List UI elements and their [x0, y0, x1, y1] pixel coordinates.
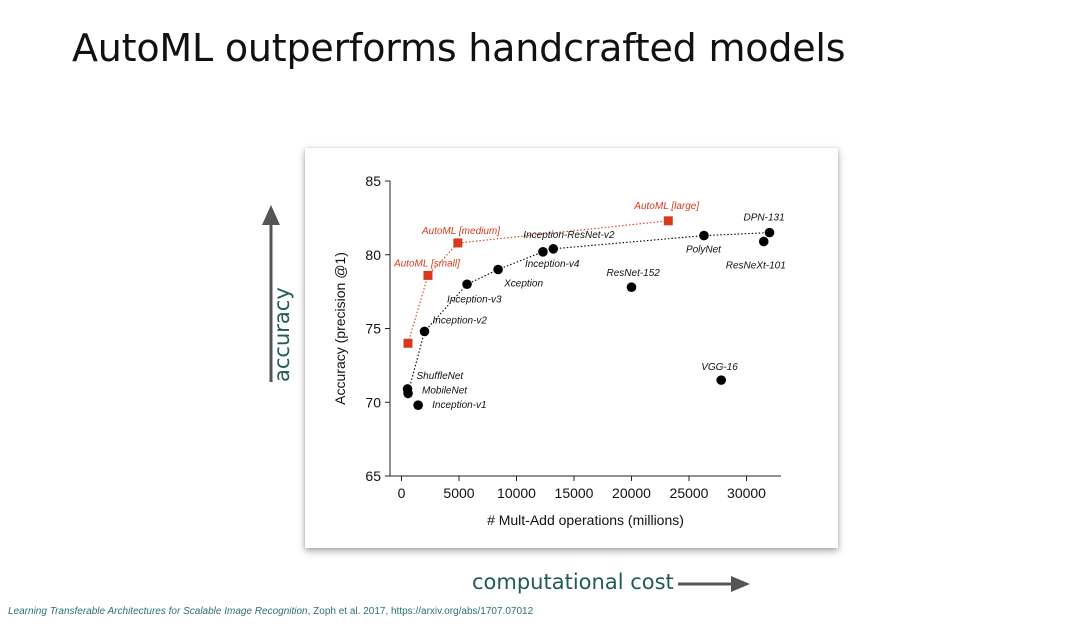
- y-axis-label: Accuracy (precision @1): [332, 252, 348, 405]
- point-label: MobileNet: [422, 385, 468, 396]
- model-point: [548, 244, 559, 254]
- computational-cost-annotation: computational cost: [472, 570, 674, 594]
- x-tick-label: 30000: [727, 485, 766, 501]
- automl-point: [423, 270, 433, 280]
- point-label: DPN-131: [744, 213, 785, 224]
- model-point: [699, 230, 709, 241]
- x-tick-label: 25000: [670, 485, 709, 501]
- point-label: Inception-ResNet-v2: [523, 230, 615, 241]
- model-point: [493, 264, 503, 275]
- point-label: ResNet-152: [607, 268, 661, 279]
- slide-title: AutoML outperforms handcrafted models: [72, 26, 846, 70]
- model-point: [764, 227, 775, 238]
- citation-details: , Zoph et al. 2017, https://arxiv.org/ab…: [307, 606, 534, 617]
- citation-footnote: Learning Transferable Architectures for …: [8, 606, 533, 617]
- x-axis-label: # Mult-Add operations (millions): [487, 512, 684, 528]
- point-label: PolyNet: [686, 245, 722, 256]
- automl-point: [403, 338, 413, 348]
- model-point: [716, 375, 726, 385]
- x-tick-label: 15000: [555, 485, 594, 501]
- point-label: ShuffleNet: [417, 371, 465, 382]
- right-arrow-icon: [678, 576, 750, 592]
- automl-frontier-line: [407, 220, 669, 344]
- scatter-chart: 65 70 75 80 85 0 5000 10000 15000 20000 25000 30000…: [332, 173, 786, 528]
- model-point: [403, 388, 413, 399]
- model-point: [626, 282, 637, 292]
- y-tick-label: 80: [365, 247, 381, 263]
- y-tick-label: 85: [365, 173, 381, 189]
- y-tick-label: 75: [365, 321, 381, 337]
- point-label: Inception-v3: [447, 294, 502, 305]
- model-point: [462, 279, 472, 290]
- y-tick-label: 70: [365, 394, 381, 410]
- automl-point: [663, 216, 673, 226]
- handcrafted-frontier-line: [407, 232, 770, 394]
- x-tick-label: 20000: [612, 485, 651, 501]
- model-point: [413, 400, 423, 410]
- model-point: [538, 247, 548, 257]
- point-label: Xception: [503, 279, 543, 290]
- chart-card: 65 70 75 80 85 0 5000 10000 15000 20000 25000 30000…: [305, 148, 838, 548]
- x-tick-label: 5000: [443, 485, 474, 501]
- x-tick-label: 10000: [497, 485, 536, 501]
- y-tick-label: 65: [365, 468, 381, 484]
- point-label: VGG-16: [701, 362, 738, 373]
- accuracy-annotation: accuracy: [270, 287, 294, 382]
- point-label: ResNeXt-101: [726, 260, 786, 271]
- point-label: AutoML [medium]: [421, 226, 500, 237]
- citation-paper-title: Learning Transferable Architectures for …: [8, 606, 308, 617]
- point-label: Inception-v4: [525, 259, 580, 270]
- x-tick-label: 0: [398, 485, 406, 501]
- model-point: [758, 236, 769, 247]
- automl-point: [453, 238, 463, 248]
- point-label: Inception-v2: [433, 315, 488, 326]
- point-label: AutoML [small]: [393, 258, 460, 269]
- up-arrow-icon: [262, 205, 280, 382]
- model-point: [419, 326, 430, 337]
- point-label: AutoML [large]: [633, 201, 699, 212]
- point-label: Inception-v1: [432, 400, 486, 411]
